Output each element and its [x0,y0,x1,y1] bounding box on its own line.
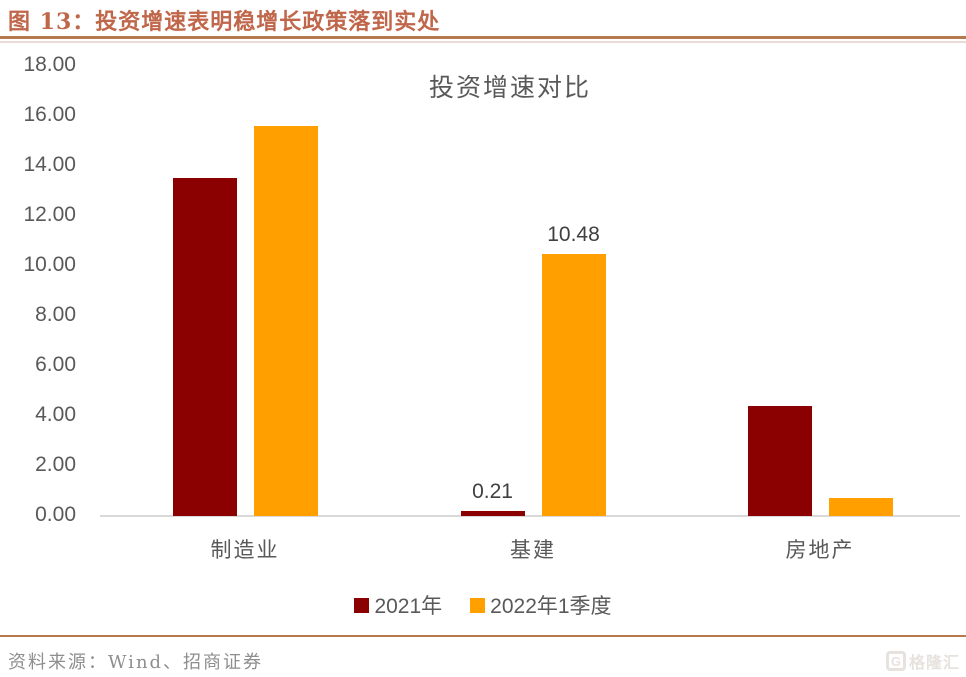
x-axis-category-label: 基建 [510,539,556,562]
legend-item: 2021年 [354,590,442,620]
figure-title: 图 13：投资增速表明稳增长政策落到实处 [8,9,441,35]
legend-swatch-icon [354,597,370,613]
bar-2021年-基建 [460,511,525,516]
y-axis-tick-label: 0.00 [35,503,76,526]
chart-title: 投资增速对比 [428,74,591,102]
y-axis-tick-label: 2.00 [35,453,76,476]
bar-2022年1季度-基建 [541,254,606,516]
gelonghui-logo-text: 格隆汇 [908,655,960,672]
data-label: 10.48 [547,223,600,246]
header-rule-light [0,41,966,43]
bar-2021年-制造业 [172,178,237,516]
data-label: 0.21 [472,480,513,503]
gelonghui-logo: G 格隆汇 [885,649,960,673]
gelonghui-logo-icon: G [885,651,906,671]
y-axis-tick-label: 10.00 [23,253,76,276]
x-axis-line [100,515,960,517]
y-axis-tick-label: 8.00 [35,303,76,326]
legend-label: 2022年1季度 [490,595,612,618]
footer-rule [0,635,966,637]
x-axis-category-label: 制造业 [210,539,280,562]
legend-swatch-icon [470,597,486,613]
legend-label: 2021年 [374,595,443,618]
y-axis-tick-label: 4.00 [35,403,76,426]
header-rule [0,36,966,39]
y-axis-tick-label: 18.00 [23,53,76,76]
y-axis-tick-label: 14.00 [23,153,76,176]
y-axis-tick-label: 16.00 [23,103,76,126]
y-axis-tick-label: 6.00 [35,353,76,376]
legend: 2021年 2022年1季度 [0,590,966,620]
x-axis-category-label: 房地产 [785,539,855,562]
source-text: 资料来源：Wind、招商证券 [8,652,264,673]
y-axis-tick-label: 12.00 [23,203,76,226]
legend-item: 2022年1季度 [470,590,612,620]
bar-2022年1季度-制造业 [253,126,318,516]
bar-2021年-房地产 [747,406,812,516]
bar-2022年1季度-房地产 [828,498,893,516]
